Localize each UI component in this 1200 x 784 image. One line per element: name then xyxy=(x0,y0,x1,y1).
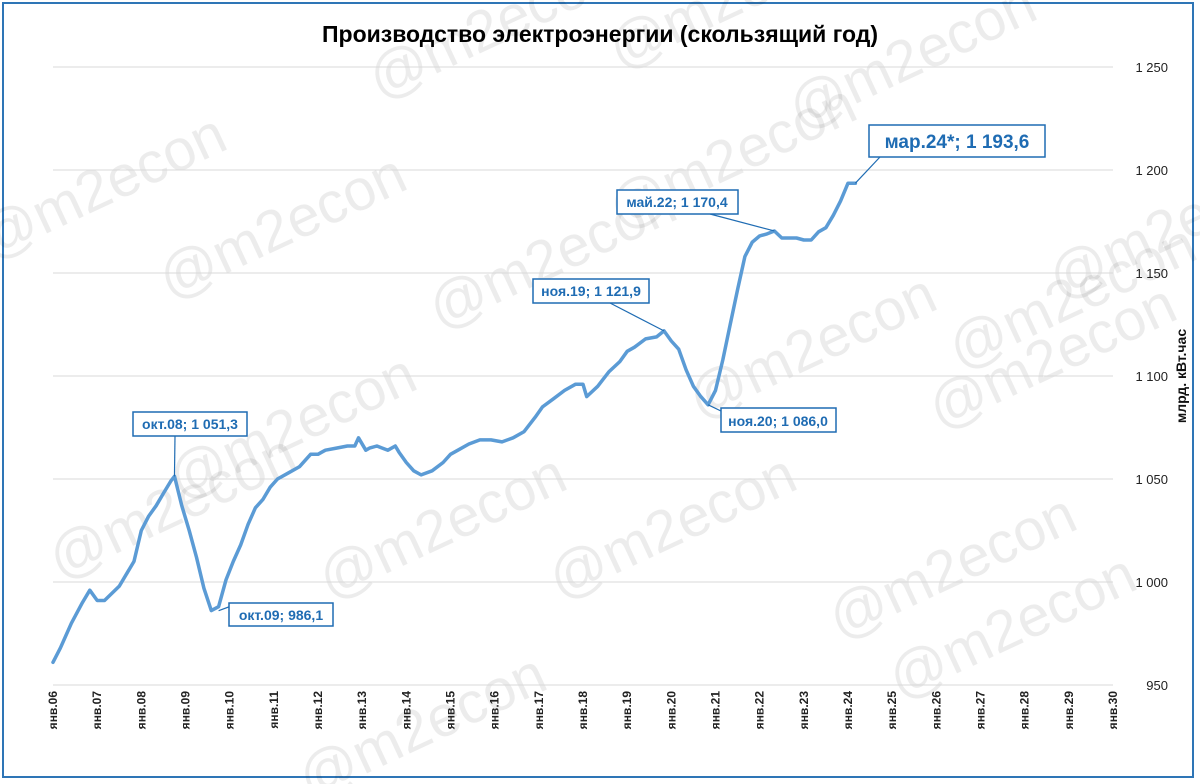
annotation-leader xyxy=(609,302,665,332)
x-tick-label: янв.14 xyxy=(399,691,413,730)
watermark-text: @m2econ xyxy=(308,441,576,612)
annotation: окт.09; 986,1 xyxy=(218,602,334,627)
x-tick-label: янв.11 xyxy=(267,691,281,729)
x-tick-label: янв.25 xyxy=(885,691,899,730)
annotation-label: мар.24*; 1 193,6 xyxy=(885,132,1030,153)
x-tick-label: янв.21 xyxy=(709,691,723,730)
x-tick-label: янв.22 xyxy=(753,691,767,730)
y-tick-label: 950 xyxy=(1146,678,1168,693)
x-tick-label: янв.17 xyxy=(532,691,546,730)
x-tick-label: янв.10 xyxy=(223,691,237,730)
annotation-box xyxy=(616,189,739,215)
y-tick-label: 1 100 xyxy=(1135,369,1168,384)
series-layer xyxy=(51,181,858,665)
x-tick-label: янв.26 xyxy=(929,691,943,730)
annotation-label: май.22; 1 170,4 xyxy=(626,194,728,210)
annotation: май.22; 1 170,4 xyxy=(616,189,775,232)
annotation-box xyxy=(868,124,1046,158)
x-tick-label: янв.27 xyxy=(974,691,988,730)
annotation: ноя.19; 1 121,9 xyxy=(532,278,665,332)
annotation-label: ноя.19; 1 121,9 xyxy=(541,283,641,299)
x-tick-label: янв.23 xyxy=(797,691,811,730)
annotation: окт.08; 1 051,3 xyxy=(132,411,248,477)
annotation-label: окт.09; 986,1 xyxy=(239,607,323,623)
watermark-text: @m2econ xyxy=(538,441,806,612)
series-line xyxy=(51,181,858,665)
annotation-leader xyxy=(173,435,176,477)
annotation-leader xyxy=(709,213,775,232)
annotation-leader xyxy=(854,156,881,184)
annotation-box xyxy=(132,411,248,437)
y-tick-label: 1 000 xyxy=(1135,575,1168,590)
y-tick-label: 1 050 xyxy=(1135,472,1168,487)
x-tick-label: янв.08 xyxy=(134,691,148,730)
x-tick-label: янв.16 xyxy=(488,691,502,730)
grid-lines xyxy=(53,66,1113,686)
annotation-box xyxy=(532,278,650,304)
y-tick-label: 1 250 xyxy=(1135,60,1168,75)
x-tick-label: янв.15 xyxy=(444,691,458,730)
x-tick-label: янв.20 xyxy=(664,691,678,730)
watermark-text: @m2econ xyxy=(678,261,946,432)
x-tick-label: янв.18 xyxy=(576,691,590,730)
annotation-label: ноя.20; 1 086,0 xyxy=(728,413,828,429)
watermark-text: @m2econ xyxy=(358,0,626,112)
x-tick-label: янв.19 xyxy=(620,691,634,730)
x-tick-label: янв.06 xyxy=(46,691,60,730)
y-tick-label: 1 200 xyxy=(1135,163,1168,178)
x-tick-label: янв.09 xyxy=(179,691,193,730)
annotation-layer: окт.08; 1 051,3 окт.09; 986,1 ноя.19; 1 12… xyxy=(132,124,1046,627)
x-axis-ticks: янв.06 янв.07 янв.08 янв.09 янв.10 янв.11 янв.… xyxy=(46,691,1120,730)
annotation-box xyxy=(228,602,334,627)
annotation-label: окт.08; 1 051,3 xyxy=(142,416,238,432)
y-axis-ticks: 950 1 000 1 050 1 100 1 150 1 200 1 250 xyxy=(1135,60,1168,693)
x-tick-label: янв.29 xyxy=(1062,691,1076,730)
watermark-text: @m2econ xyxy=(1038,141,1200,312)
annotation: мар.24*; 1 193,6 xyxy=(854,124,1046,184)
y-tick-label: 1 150 xyxy=(1135,266,1168,281)
x-tick-label: янв.13 xyxy=(355,691,369,730)
annotation-box xyxy=(720,407,837,433)
y-axis-label: млрд. кВт.час xyxy=(1173,329,1189,423)
annotation: ноя.20; 1 086,0 xyxy=(707,404,837,433)
watermark-text: @m2econ xyxy=(288,641,556,784)
x-tick-label: янв.24 xyxy=(841,691,855,730)
x-tick-label: янв.12 xyxy=(311,691,325,730)
x-tick-label: янв.28 xyxy=(1018,691,1032,730)
chart-title: Производство электроэнергии (скользящий … xyxy=(322,21,878,47)
x-tick-label: янв.07 xyxy=(90,691,104,730)
x-tick-label: янв.30 xyxy=(1106,691,1120,730)
